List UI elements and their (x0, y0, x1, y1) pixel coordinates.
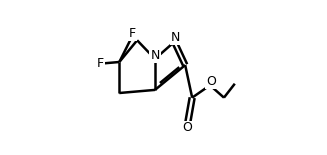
Text: O: O (182, 121, 193, 134)
Text: F: F (97, 57, 104, 70)
Text: N: N (170, 31, 180, 44)
Text: N: N (150, 49, 160, 62)
Text: O: O (206, 75, 216, 88)
Text: F: F (129, 27, 136, 40)
